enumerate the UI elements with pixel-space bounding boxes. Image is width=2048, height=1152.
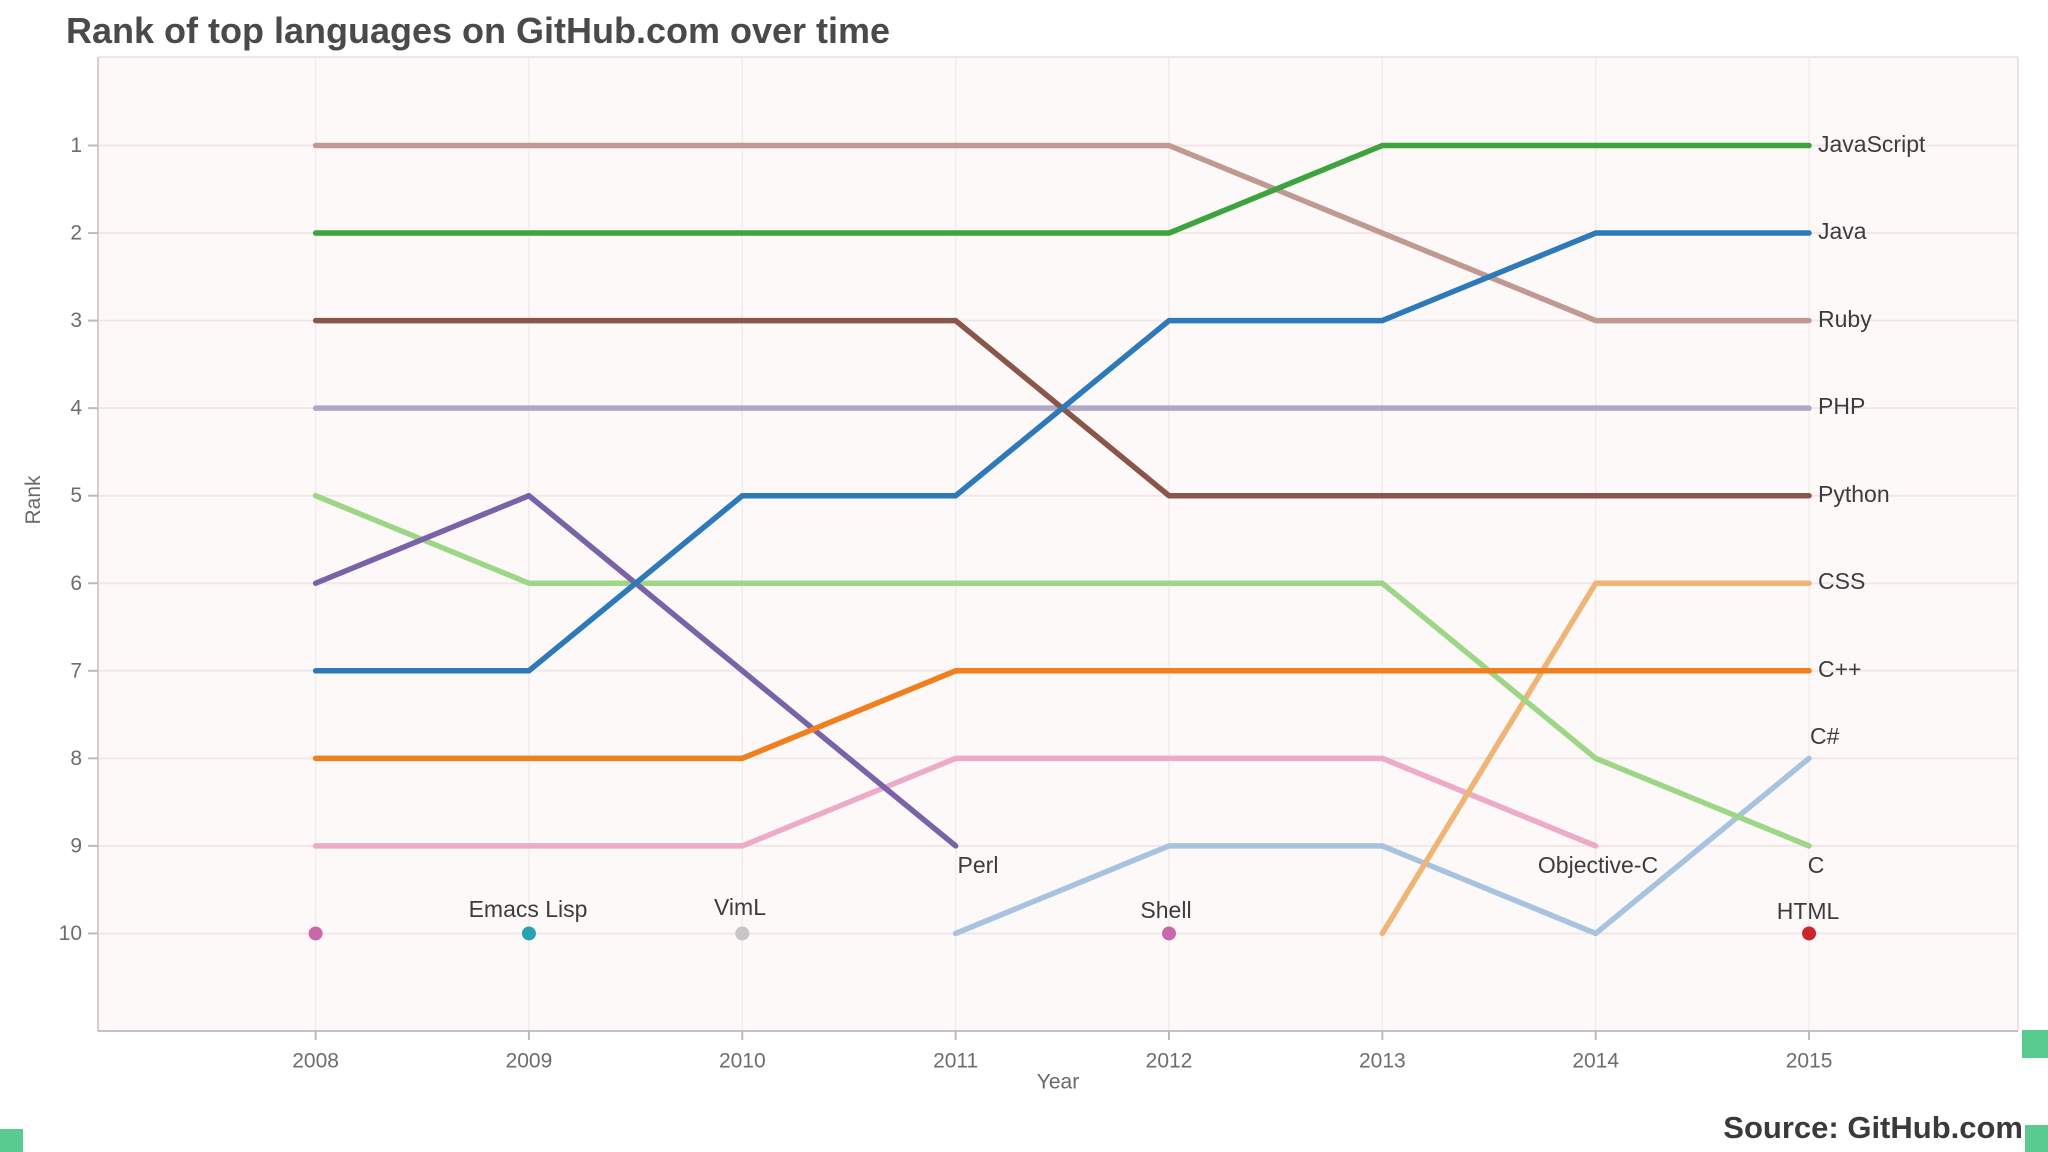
y-tick-label-rank-4: 4 [70, 397, 82, 420]
dot-shell-2008 [308, 926, 323, 941]
y-tick-label-rank-8: 8 [70, 747, 82, 770]
y-tick-label-rank-5: 5 [70, 484, 82, 507]
y-tick-label-rank-2: 2 [70, 222, 82, 245]
y-tick-label-rank-6: 6 [70, 572, 82, 595]
label-c: C [1808, 852, 1825, 878]
y-tick-label-rank-9: 9 [70, 834, 82, 857]
x-tick-label-2011: 2011 [933, 1049, 978, 1072]
label-css: CSS [1818, 568, 1865, 594]
x-tick-label-2008: 2008 [292, 1049, 339, 1072]
label-html: HTML [1777, 898, 1840, 924]
y-tick-label-rank-7: 7 [70, 659, 82, 682]
label-c: C# [1810, 723, 1840, 749]
x-tick-label-2015: 2015 [1786, 1049, 1833, 1072]
green-corner-bottom-right [2025, 1125, 2048, 1152]
green-corner-bottom-left [0, 1129, 23, 1152]
plot-background [98, 57, 2018, 1031]
chart-title: Rank of top languages on GitHub.com over… [66, 10, 891, 51]
label-ruby: Ruby [1818, 306, 1872, 332]
series-line-ruby [312, 142, 1812, 324]
y-tick-label-rank-1: 1 [70, 134, 82, 157]
dot-emacs-lisp-2009 [521, 926, 536, 941]
label-viml: VimL [714, 894, 766, 920]
y-tick-label-rank-10: 10 [59, 922, 82, 945]
dot-shell-2012 [1162, 926, 1176, 941]
source-credit: Source: GitHub.com [1723, 1110, 2023, 1145]
y-tick-label-rank-3: 3 [70, 309, 82, 332]
label-objective-c: Objective-C [1538, 852, 1658, 878]
label-php: PHP [1818, 393, 1865, 419]
x-tick-label-2009: 2009 [506, 1049, 553, 1072]
series-line-java [312, 230, 1812, 674]
series-line-javascript [312, 142, 1812, 236]
label-javascript: JavaScript [1818, 131, 1926, 157]
series-line-c [312, 492, 1812, 849]
series-line-c [312, 668, 1812, 762]
x-axis-title: Year [1037, 1070, 1079, 1093]
x-tick-label-2013: 2013 [1359, 1049, 1406, 1072]
label-shell: Shell [1140, 897, 1191, 923]
label-perl: Perl [958, 852, 999, 878]
x-tick-label-2014: 2014 [1572, 1049, 1619, 1072]
green-square-right-edge [2022, 1030, 2048, 1058]
label-java: Java [1818, 218, 1867, 244]
x-tick-label-2010: 2010 [719, 1049, 766, 1072]
x-tick-label-2012: 2012 [1146, 1049, 1193, 1072]
label-emacs-lisp: Emacs Lisp [469, 896, 588, 922]
label-python: Python [1818, 481, 1890, 507]
series-line-c [952, 755, 1812, 937]
dot-viml-2010 [735, 926, 750, 941]
series-line-css [1379, 580, 1812, 937]
dot-html-2015 [1802, 926, 1817, 941]
series-line-objective-c [312, 755, 1599, 849]
y-axis-title: Rank [22, 475, 45, 525]
label-c: C++ [1818, 656, 1861, 682]
